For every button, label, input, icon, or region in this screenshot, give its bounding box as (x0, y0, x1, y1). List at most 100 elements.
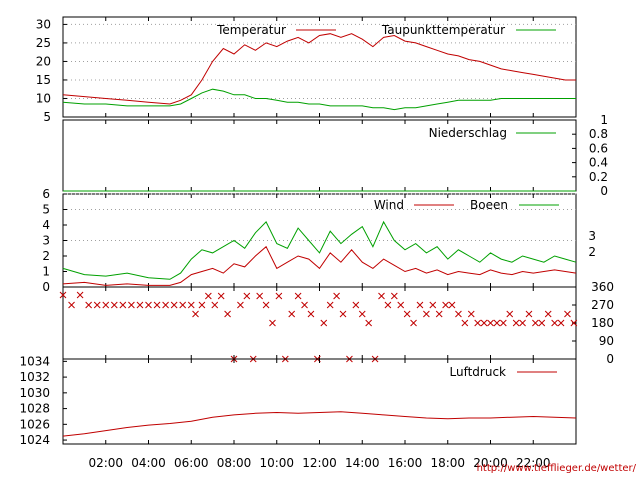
direction-marker (455, 310, 462, 318)
direction-marker (506, 310, 514, 318)
direction-marker (256, 292, 264, 300)
precip-y-tick-label: 0.8 (589, 127, 608, 141)
direction-marker (410, 319, 417, 327)
direction-y-tick-label: 0 (606, 352, 614, 366)
direction-marker (544, 310, 552, 318)
wind-y-tick-label: 1 (42, 265, 50, 279)
direction-marker (217, 292, 225, 300)
x-tick-label: 12:00 (302, 456, 337, 470)
temperature-line (62, 33, 576, 105)
direction-marker (320, 319, 328, 327)
pressure-line (62, 411, 577, 437)
direction-y-tick-label: 270 (591, 298, 614, 312)
precip-y-tick-label: 0.6 (589, 141, 608, 155)
wind-line (62, 245, 577, 286)
direction-marker (76, 291, 84, 299)
x-tick-label: 04:00 (131, 456, 166, 470)
wind-y-tick-label: 5 (42, 203, 50, 217)
direction-marker (211, 301, 219, 309)
direction-marker (416, 301, 424, 309)
direction-marker (435, 310, 443, 318)
direction-marker (85, 301, 93, 309)
pressure-y-tick-label: 1034 (19, 354, 50, 368)
pressure-y-tick-label: 1024 (19, 433, 50, 447)
direction-marker (499, 319, 507, 327)
direction-marker (243, 292, 251, 300)
direction-marker (538, 319, 546, 327)
temp-y-tick-label: 30 (36, 17, 51, 31)
direction-marker (170, 301, 178, 309)
direction-marker (333, 292, 340, 300)
direction-marker (59, 291, 67, 299)
x-tick-label: 20:00 (473, 456, 508, 470)
direction-marker (461, 319, 469, 327)
pressure-y-tick-label: 1030 (19, 386, 50, 400)
direction-marker (198, 301, 206, 309)
direction-marker (119, 301, 127, 309)
legend-wind-label: Wind (374, 198, 404, 212)
direction-marker (262, 301, 270, 309)
wind-right-tick-label: 3 (588, 229, 596, 243)
direction-marker (307, 310, 315, 318)
wind-direction-panel (62, 286, 577, 360)
wind-y-tick-label: 6 (42, 187, 50, 201)
x-tick-label: 02:00 (88, 456, 123, 470)
gusts-line (62, 220, 577, 280)
x-tick-label: 14:00 (345, 456, 380, 470)
direction-marker (525, 310, 533, 318)
wind-right-tick-label: 2 (588, 245, 596, 259)
pressure-y-tick-label: 1026 (19, 417, 50, 431)
wind-y-tick-label: 4 (42, 218, 50, 232)
wind-y-tick-label: 2 (42, 249, 50, 263)
dewpoint-line (62, 88, 576, 111)
direction-marker (532, 319, 539, 327)
direction-marker (187, 301, 195, 309)
temp-y-tick-label: 15 (36, 73, 51, 87)
legend-niederschlag-label: Niederschlag (429, 126, 507, 140)
direction-marker (551, 319, 558, 327)
direction-marker (294, 292, 302, 300)
temp-y-tick-label: 10 (36, 91, 51, 105)
direction-marker (448, 301, 456, 309)
direction-marker (275, 292, 283, 300)
direction-marker (467, 310, 475, 318)
direction-marker (378, 292, 385, 300)
direction-marker (301, 301, 308, 309)
direction-marker (474, 319, 482, 327)
precip-y-tick-label: 0 (600, 184, 608, 198)
direction-marker (570, 319, 578, 327)
legend-luftdruck-label: Luftdruck (449, 365, 506, 379)
direction-marker (564, 310, 571, 318)
direction-marker (339, 310, 347, 318)
direction-marker (110, 301, 118, 309)
source-credit-link[interactable]: http://www.tiefflieger.de/wetter/ (476, 463, 636, 474)
x-tick-label: 08:00 (217, 456, 252, 470)
direction-marker (204, 292, 212, 300)
direction-marker (162, 301, 169, 309)
direction-marker (288, 310, 296, 318)
direction-marker (512, 319, 520, 327)
direction-marker (390, 292, 398, 300)
direction-marker (224, 310, 231, 318)
direction-marker (145, 301, 152, 309)
x-tick-label: 06:00 (174, 456, 209, 470)
direction-marker (429, 301, 437, 309)
direction-marker (442, 301, 449, 309)
wind-y-tick-label: 0 (42, 280, 50, 294)
wind-y-tick-label: 3 (42, 234, 50, 248)
direction-marker (128, 301, 135, 309)
x-tick-label: 10:00 (259, 456, 294, 470)
direction-marker (352, 301, 360, 309)
direction-y-tick-label: 180 (591, 316, 614, 330)
direction-marker (519, 319, 526, 327)
direction-marker (269, 319, 276, 327)
direction-marker (358, 310, 366, 318)
temp-y-tick-label: 20 (36, 54, 51, 68)
temp-y-tick-label: 25 (36, 36, 51, 50)
direction-marker (557, 319, 565, 327)
direction-marker (136, 301, 144, 309)
direction-marker (326, 301, 334, 309)
direction-marker (365, 319, 373, 327)
direction-marker (93, 301, 101, 309)
